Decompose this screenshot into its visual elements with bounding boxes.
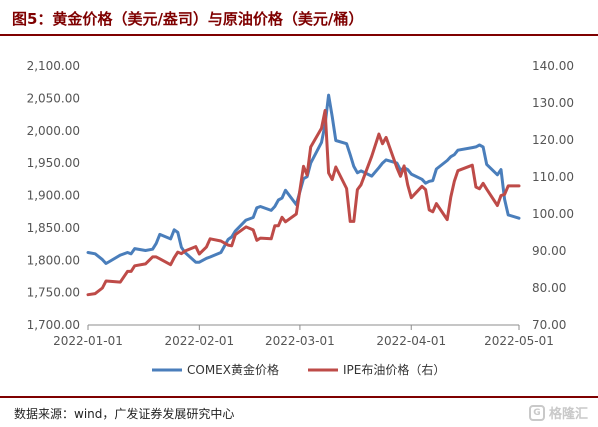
figure-title: 图5：黄金价格（美元/盎司）与原油价格（美元/桶） [12, 10, 364, 28]
y-left-tick-label: 1,700.00 [27, 318, 80, 332]
y-right-tick-label: 80.00 [532, 281, 566, 295]
gold-price-line [86, 93, 521, 265]
y-right-tick-label: 90.00 [532, 244, 566, 258]
y-left-tick-label: 1,750.00 [27, 286, 80, 300]
x-tick-label: 2022-01-01 [53, 334, 123, 348]
y-right-tick-label: 130.00 [532, 96, 574, 110]
watermark: G 格隆汇 [528, 403, 588, 422]
legend-label: IPE布油价格（右） [343, 362, 445, 377]
legend-label: COMEX黄金价格 [187, 362, 279, 377]
oil-price-line [86, 109, 521, 297]
x-tick-label: 2022-03-01 [265, 334, 335, 348]
data-source-note: 数据来源：wind，广发证券发展研究中心 [14, 407, 235, 421]
y-right-tick-label: 70.00 [532, 318, 566, 332]
y-left-tick-label: 2,000.00 [27, 124, 80, 138]
y-right-tick-label: 100.00 [532, 207, 574, 221]
y-left-tick-label: 1,850.00 [27, 221, 80, 235]
y-right-tick-label: 140.00 [532, 59, 574, 73]
source-bar: 数据来源：wind，广发证券发展研究中心 G 格隆汇 [0, 396, 598, 427]
y-left-tick-label: 1,900.00 [27, 189, 80, 203]
x-tick-label: 2022-02-01 [164, 334, 234, 348]
y-left-tick-label: 2,050.00 [27, 91, 80, 105]
title-bar: 图5：黄金价格（美元/盎司）与原油价格（美元/桶） [0, 0, 598, 36]
x-tick-label: 2022-05-01 [484, 334, 554, 348]
watermark-text: 格隆汇 [548, 407, 588, 422]
watermark-logo-icon: G [528, 404, 545, 421]
x-tick-label: 2022-04-01 [376, 334, 446, 348]
y-left-tick-label: 1,950.00 [27, 156, 80, 170]
y-right-tick-label: 110.00 [532, 170, 574, 184]
y-right-tick-label: 120.00 [532, 133, 574, 147]
y-left-tick-label: 2,100.00 [27, 59, 80, 73]
dual-axis-line-chart: 2022-01-01 2022-02-01 2022-03-01 2022-04-01… [27, 59, 574, 377]
y-left-tick-label: 1,800.00 [27, 253, 80, 267]
